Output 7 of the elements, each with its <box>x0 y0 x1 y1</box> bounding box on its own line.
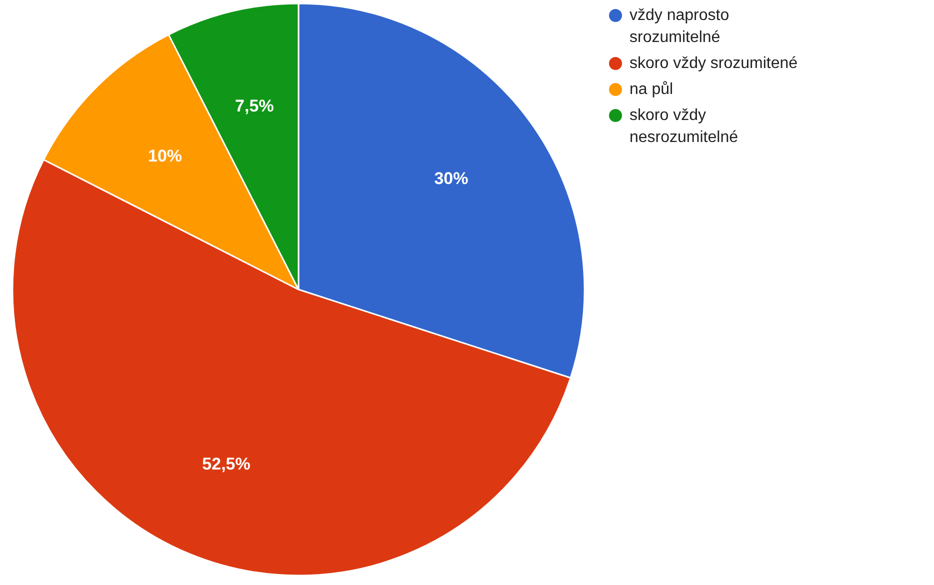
legend-label: na půl <box>630 81 674 98</box>
data-label: 30% <box>434 169 468 188</box>
data-label: 10% <box>148 146 182 166</box>
legend-label: skoro vždy nesrozumitelné <box>630 107 738 146</box>
data-label: 7,5% <box>235 96 274 116</box>
data-label: 52,5% <box>202 454 250 474</box>
legend-label: skoro vždy srozumitené <box>630 55 798 72</box>
